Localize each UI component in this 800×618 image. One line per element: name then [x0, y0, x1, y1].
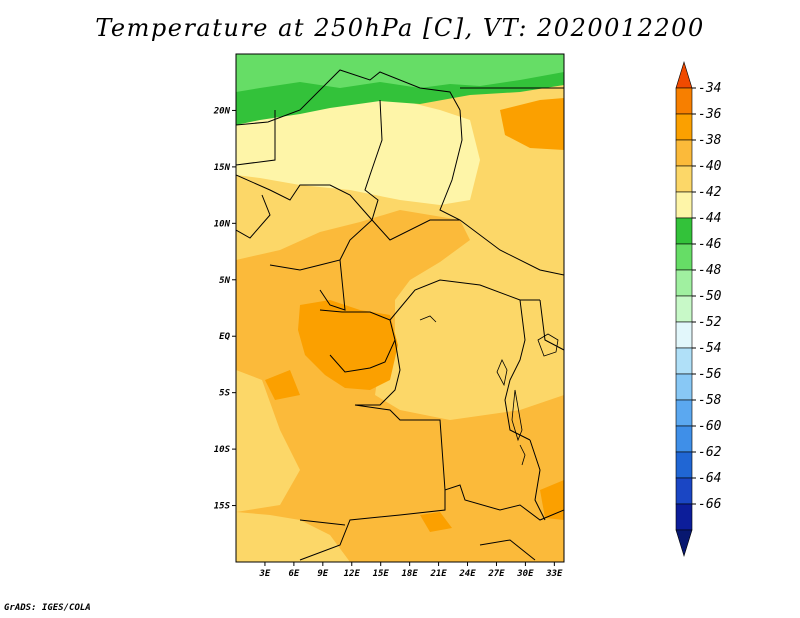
- grads-credit: GrADS: IGES/COLA: [4, 603, 91, 613]
- colorbar-label: -36: [698, 107, 722, 122]
- longitude-axis: 3E 6E 9E 12E 15E 18E 21E 24E 27E 30E 33E: [259, 562, 563, 579]
- country-borders: [236, 69, 564, 561]
- lon-tick-label: 18E: [402, 569, 419, 579]
- colorbar-label: -44: [698, 211, 721, 226]
- lon-tick-label: 33E: [545, 569, 563, 579]
- colorbar-label: -42: [698, 185, 722, 200]
- colorbar-swatch: [675, 269, 693, 297]
- lon-tick-label: 21E: [429, 569, 447, 579]
- colorbar-swatch: [675, 87, 693, 115]
- colorbar-swatch: [675, 165, 693, 193]
- colorbar-label: -34: [698, 81, 721, 96]
- colorbar-swatch: [675, 217, 693, 245]
- colorbar-swatch: [675, 321, 693, 349]
- colorbar-label: -60: [698, 419, 722, 434]
- lon-tick-label: 27E: [487, 569, 505, 579]
- colorbar-label: -52: [698, 315, 722, 330]
- colorbar-label: -62: [698, 445, 722, 460]
- colorbar-label: -58: [698, 393, 722, 408]
- lon-tick-label: 15E: [373, 569, 390, 579]
- colorbar-swatch: [675, 191, 693, 219]
- lat-tick-label: 15S: [214, 502, 231, 512]
- colorbar-label: -56: [698, 367, 722, 382]
- colorbar-swatch: [675, 373, 693, 401]
- map-title: Temperature at 250hPa [C], VT: 202001220…: [95, 14, 705, 42]
- map-frame: [235, 53, 565, 563]
- colorbar-label: -64: [698, 471, 721, 486]
- colorbar-swatch: [675, 425, 693, 453]
- colorbar-swatch: [675, 451, 693, 479]
- colorbar-label: -48: [698, 263, 722, 278]
- colorbar-swatch: [675, 477, 693, 505]
- colorbar-swatch: [675, 399, 693, 427]
- colorbar-swatch: [675, 243, 693, 271]
- lon-tick-label: 24E: [458, 569, 476, 579]
- colorbar-label: -46: [698, 237, 722, 252]
- latitude-axis: 20N 15N 10N 5N EQ 5S 10S 15S: [213, 106, 236, 512]
- colorbar-label: -50: [698, 289, 722, 304]
- lon-tick-label: 30E: [516, 569, 534, 579]
- lon-tick-label: 3E: [259, 569, 271, 579]
- lon-tick-label: 9E: [317, 569, 328, 579]
- lat-tick-label: 5N: [219, 276, 230, 286]
- lakes: [419, 315, 559, 466]
- lon-tick-label: 6E: [288, 569, 299, 579]
- colorbar-swatch: [675, 529, 693, 558]
- colorbar-label: -54: [698, 341, 721, 356]
- lat-tick-label: 10S: [214, 445, 231, 455]
- lat-tick-label: EQ: [219, 332, 230, 342]
- colorbar-swatch: [675, 503, 693, 531]
- colorbar-label: -38: [698, 133, 722, 148]
- lat-tick-label: 10N: [214, 219, 231, 229]
- colorbar-swatch: [675, 347, 693, 375]
- colorbar-swatch: [675, 139, 693, 167]
- lat-tick-label: 20N: [213, 106, 231, 116]
- colorbar-swatch: [675, 113, 693, 141]
- colorbar-swatch: [675, 60, 693, 89]
- colorbar: -34 -36 -38 -40 -42 -44 -46 -48 -50 -52 -54 -56 -58 -…: [675, 60, 722, 558]
- lon-tick-label: 12E: [344, 569, 361, 579]
- colorbar-label: -66: [698, 497, 722, 512]
- colorbar-swatch: [675, 295, 693, 323]
- colorbar-label: -40: [698, 159, 722, 174]
- lat-tick-label: 15N: [214, 163, 231, 173]
- lat-tick-label: 5S: [219, 389, 230, 399]
